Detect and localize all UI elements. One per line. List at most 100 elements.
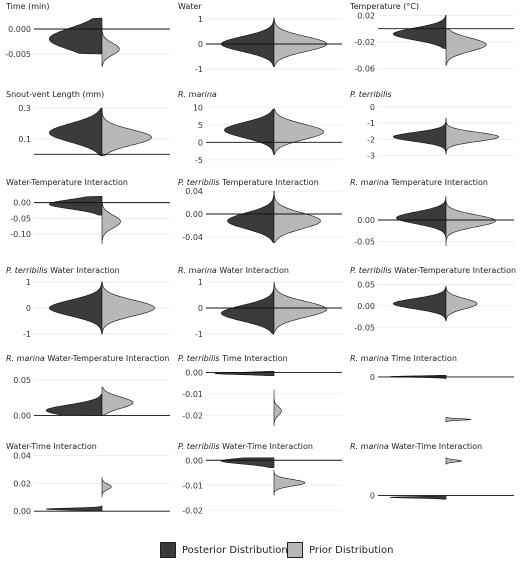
panel-title-part: Water-Time Interaction bbox=[220, 442, 313, 451]
posterior-violin bbox=[392, 286, 447, 322]
panel-title-part: P. terribilis bbox=[350, 266, 392, 275]
prior-violin bbox=[273, 469, 306, 496]
y-tick-label: 1 bbox=[198, 15, 203, 24]
panel-title-part: Water Interaction bbox=[48, 266, 120, 275]
y-tick-label: 0.000 bbox=[8, 25, 31, 34]
prior-violin bbox=[445, 117, 499, 155]
prior-violin bbox=[273, 281, 328, 332]
posterior-violin bbox=[45, 393, 103, 416]
panel-title-part: P. terribilis bbox=[178, 442, 220, 451]
posterior-violin bbox=[393, 15, 447, 49]
y-tick-label: -2 bbox=[367, 135, 375, 144]
y-tick-label: -0.01 bbox=[182, 481, 203, 490]
prior-violin bbox=[101, 107, 152, 157]
panel-title-part: Time (min) bbox=[5, 2, 49, 11]
y-tick-label: -1 bbox=[195, 330, 203, 339]
legend-item-prior: Prior Distribution bbox=[287, 542, 394, 558]
panel-title-part: P. terribilis bbox=[350, 90, 392, 99]
panel-title: R. marina Temperature Interaction bbox=[350, 178, 488, 187]
panel-title-part: Temperature (°C) bbox=[349, 2, 419, 11]
panel-title-part: Water bbox=[178, 2, 202, 11]
prior-violin bbox=[101, 386, 134, 416]
panel-title: R. marina Water-Time Interaction bbox=[350, 442, 482, 451]
y-tick-label: 0.00 bbox=[13, 411, 31, 420]
panel-title: P. terribilis Water-Time Interaction bbox=[178, 442, 313, 451]
y-tick-label: 0.1 bbox=[18, 135, 31, 144]
y-tick-label: 0.00 bbox=[13, 507, 31, 516]
violin-panel: R. marina Water-Time Interaction 0 bbox=[350, 442, 514, 501]
panel-title: P. terribilis Water-Temperature Interact… bbox=[350, 266, 516, 275]
violin-panel: R. marina Water-Temperature Interaction 0… bbox=[6, 354, 170, 420]
violin-panel: P. terribilis Temperature Interaction0.0… bbox=[178, 178, 342, 243]
panel-title-part: Water Interaction bbox=[217, 266, 289, 275]
y-tick-label: -1 bbox=[23, 330, 31, 339]
legend-label-prior: Prior Distribution bbox=[309, 544, 394, 556]
y-tick-label: 0 bbox=[198, 138, 203, 147]
y-tick-label: 0.05 bbox=[357, 280, 375, 289]
panel-title: P. terribilis Temperature Interaction bbox=[178, 178, 319, 187]
panel-title: Water bbox=[178, 2, 202, 11]
y-tick-label: 10 bbox=[193, 103, 203, 112]
prior-violin bbox=[273, 17, 327, 67]
panel-title-part: P. terribilis bbox=[178, 178, 220, 187]
violin-chart-grid: Time (min)0.000-0.005Water10-1Temperatur… bbox=[5, 2, 516, 516]
panel-title-part: R. marina bbox=[350, 442, 389, 451]
posterior-violin bbox=[393, 117, 447, 155]
panel-title-part: Temperature Interaction bbox=[220, 178, 319, 187]
violin-panel: Time (min) 0.000 -0.005 bbox=[5, 2, 170, 67]
prior-violin bbox=[273, 389, 282, 427]
panel-title-part: R. marina bbox=[350, 354, 389, 363]
prior-violin bbox=[101, 28, 120, 67]
panel-title-part: Water-Temperature Interaction bbox=[6, 178, 128, 187]
y-tick-label: 0.00 bbox=[357, 216, 375, 225]
panel-title: P. terribilis bbox=[350, 90, 392, 99]
y-tick-label: 0 bbox=[26, 304, 31, 313]
y-tick-label: 0.00 bbox=[357, 302, 375, 311]
panel-title: Temperature (°C) bbox=[349, 2, 419, 11]
violin-panel: R. marina Temperature Interaction 0.00 -0.… bbox=[350, 178, 514, 246]
panel-title-part: R. marina bbox=[178, 266, 217, 275]
y-tick-label: -0.04 bbox=[182, 233, 203, 242]
y-tick-label: 0.05 bbox=[13, 376, 31, 385]
y-tick-label: -0.10 bbox=[10, 230, 31, 239]
y-tick-label: -0.02 bbox=[354, 38, 375, 47]
posterior-violin bbox=[48, 107, 103, 157]
panel-title-part: Time Interaction bbox=[220, 354, 288, 363]
prior-violin bbox=[101, 281, 156, 335]
posterior-violin bbox=[221, 17, 275, 67]
violin-panel: Snout-vent Length (mm) 0.3 0.1 bbox=[6, 90, 170, 157]
panel-title-part: R. marina bbox=[178, 90, 217, 99]
y-tick-label: 0.00 bbox=[13, 199, 31, 208]
panel-title: P. terribilis Time Interaction bbox=[178, 354, 288, 363]
posterior-violin bbox=[396, 196, 447, 238]
violin-panel: Water 1 0 -1 bbox=[178, 2, 342, 74]
y-tick-label: 0.3 bbox=[18, 104, 31, 113]
y-tick-label: 5 bbox=[198, 121, 203, 130]
prior-violin bbox=[273, 108, 324, 155]
y-tick-label: 0.04 bbox=[185, 187, 203, 196]
panel-title-part: P. terribilis bbox=[6, 266, 48, 275]
legend-item-posterior: Posterior Distribution bbox=[160, 542, 288, 558]
posterior-violin bbox=[224, 108, 275, 155]
panel-title: R. marina Water-Temperature Interaction bbox=[6, 354, 169, 363]
posterior-violin bbox=[221, 284, 275, 335]
violin-panel: Water-Temperature Interaction 0.00 -0.05 -0… bbox=[6, 178, 170, 244]
violin-panel: Temperature (°C)0.02 -0.02 -0.06 bbox=[349, 2, 514, 74]
violin-panel: P. terribilis 0 -1 -2 -3 bbox=[350, 90, 514, 161]
y-tick-label: 0 bbox=[370, 492, 375, 501]
y-tick-label: 0.00 bbox=[185, 368, 203, 377]
posterior-violin bbox=[221, 457, 275, 469]
y-tick-label: 0.04 bbox=[13, 451, 31, 460]
y-tick-label: -3 bbox=[367, 152, 375, 161]
y-tick-label: 0.00 bbox=[185, 456, 203, 465]
posterior-violin bbox=[227, 190, 275, 243]
panel-title-part: R. marina bbox=[350, 178, 389, 187]
y-tick-label: -0.01 bbox=[182, 390, 203, 399]
y-tick-label: 0.00 bbox=[185, 210, 203, 219]
violin-panel: P. terribilis Water-Temperature Interact… bbox=[350, 266, 516, 332]
y-tick-label: 0 bbox=[370, 103, 375, 112]
prior-violin bbox=[445, 28, 487, 66]
panel-title-part: Water-Temperature Interaction bbox=[392, 266, 516, 275]
y-tick-label: 1 bbox=[198, 278, 203, 287]
